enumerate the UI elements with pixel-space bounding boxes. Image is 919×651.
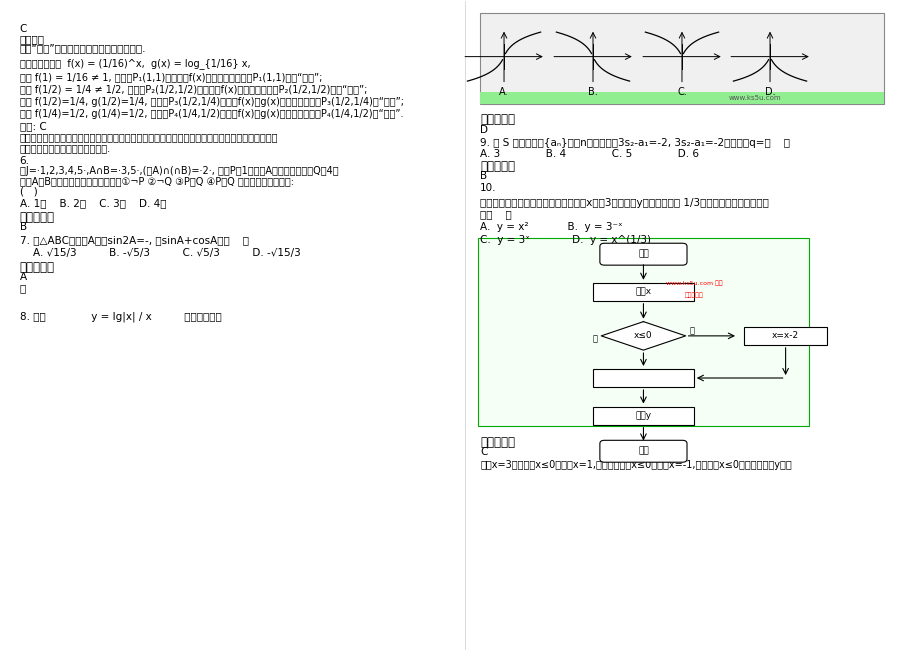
Text: 是: 是 bbox=[592, 335, 597, 344]
Text: D: D bbox=[480, 124, 488, 135]
Text: 《分析》: 《分析》 bbox=[19, 34, 45, 44]
Text: 略: 略 bbox=[19, 283, 26, 294]
Text: A. 1个    B. 2个    C. 3个    D. 4个: A. 1个 B. 2个 C. 3个 D. 4个 bbox=[19, 198, 166, 208]
Text: 输入x: 输入x bbox=[635, 287, 651, 296]
Text: 《详解》由题得  f(x) = (1/16)^x,  g(x) = log_{1/16} x,: 《详解》由题得 f(x) = (1/16)^x, g(x) = log_{1/1… bbox=[19, 59, 250, 70]
Text: 是（    ）: 是（ ） bbox=[480, 209, 511, 219]
Text: (   ): ( ) bbox=[19, 187, 38, 197]
Text: 故选: C: 故选: C bbox=[19, 121, 47, 132]
Text: 否: 否 bbox=[689, 326, 694, 335]
Bar bbox=[478, 238, 808, 426]
Text: 《点睛》本题主要考查指数和对数的运算，考查指数和对数函数的图像和性质，意在考查学生对这些: 《点睛》本题主要考查指数和对数的运算，考查指数和对数函数的图像和性质，意在考查学… bbox=[19, 132, 278, 143]
Text: 知识的理解掌握水平，属于基础题.: 知识的理解掌握水平，属于基础题. bbox=[19, 143, 110, 154]
Text: 由于 f(1/4)=1/2, g(1/4)=1/2, 所以点P₄(1/4,1/2)在函数f(x)和g(x)的图像上，所以P₄(1/4,1/2)是“亮点”.: 由于 f(1/4)=1/2, g(1/4)=1/2, 所以点P₄(1/4,1/2… bbox=[19, 109, 403, 119]
Text: 参考答案：: 参考答案： bbox=[19, 260, 54, 273]
Text: 7. 若△ABC的内角A满足sin2A=-, 则sinA+cosA为（    ）: 7. 若△ABC的内角A满足sin2A=-, 则sinA+cosA为（ ） bbox=[19, 235, 248, 245]
Bar bbox=[743, 327, 826, 345]
Text: 集合A或B中的元素。则在下列命题：①¬P ②¬Q ③P且Q ④P或Q 中，真命题的个数是:: 集合A或B中的元素。则在下列命题：①¬P ②¬Q ③P且Q ④P或Q 中，真命题… bbox=[19, 176, 293, 186]
Text: B: B bbox=[480, 171, 487, 181]
Text: www.ks5u.com 高考: www.ks5u.com 高考 bbox=[664, 280, 721, 286]
Text: B.: B. bbox=[587, 87, 597, 98]
Text: 由于 f(1/2)=1/4, g(1/2)=1/4, 所以点P₃(1/2,1/4)在函数f(x)和g(x)的图像上，所以P₃(1/2,1/4)是“亮点”;: 由于 f(1/2)=1/4, g(1/2)=1/4, 所以点P₃(1/2,1/4… bbox=[19, 97, 403, 107]
Text: 结束: 结束 bbox=[638, 447, 648, 456]
Text: 由于 f(1/2) = 1/4 ≠ 1/2, 所以点P₂(1/2,1/2)不在函数f(x)的图像上，所以P₂(1/2,1/2)不是“亮点”;: 由于 f(1/2) = 1/4 ≠ 1/2, 所以点P₂(1/2,1/2)不在函… bbox=[19, 85, 367, 94]
Text: 参考答案：: 参考答案： bbox=[480, 436, 515, 449]
Text: 输出y: 输出y bbox=[635, 411, 651, 420]
Text: 输入x=3，不满足x≤0，所以x=1,此时也不满足x≤0，所以x=-1,此时满足x≤0，所以应输出y的値: 输入x=3，不满足x≤0，所以x=1,此时也不满足x≤0，所以x=-1,此时满足… bbox=[480, 460, 791, 470]
Bar bbox=[480, 92, 883, 104]
Polygon shape bbox=[601, 322, 685, 350]
Text: 8. 函数              y = lg|x| / x          的图象大致是: 8. 函数 y = lg|x| / x 的图象大致是 bbox=[19, 311, 221, 322]
FancyBboxPatch shape bbox=[599, 440, 686, 462]
Text: A.  y = x²            B.  y = 3⁻ˣ: A. y = x² B. y = 3⁻ˣ bbox=[480, 222, 622, 232]
Text: 参考答案：: 参考答案： bbox=[19, 211, 54, 224]
Text: A. √15/3          B. -√5/3          C. √5/3          D. -√15/3: A. √15/3 B. -√5/3 C. √5/3 D. -√15/3 bbox=[19, 248, 301, 258]
Text: 10.: 10. bbox=[480, 183, 496, 193]
Text: 资源网首发: 资源网首发 bbox=[684, 292, 702, 298]
Text: 参考答案：: 参考答案： bbox=[480, 160, 515, 173]
Text: B: B bbox=[19, 222, 27, 232]
Bar bbox=[593, 283, 693, 301]
Text: D.: D. bbox=[764, 87, 775, 98]
Bar bbox=[593, 406, 693, 424]
Text: x≤0: x≤0 bbox=[633, 331, 652, 340]
Text: 利用“亮点”的定义对每一个点逐一分析判断.: 利用“亮点”的定义对每一个点逐一分析判断. bbox=[19, 44, 146, 53]
Bar bbox=[593, 369, 693, 387]
Text: www.ks5u.com: www.ks5u.com bbox=[728, 95, 780, 101]
Text: 由于 f(1) = 1/16 ≠ 1, 所以点P₁(1,1)不在函数f(x)的图像上，所以点P₁(1,1)不是“亮点”;: 由于 f(1) = 1/16 ≠ 1, 所以点P₁(1,1)不在函数f(x)的图… bbox=[19, 72, 322, 82]
Text: 9. 设 S 为等比数列{aₙ}的前n项和，已知3s₂-a₁=-2, 3s₂-a₁=-2，则公比q=（    ）: 9. 设 S 为等比数列{aₙ}的前n项和，已知3s₂-a₁=-2, 3s₂-a… bbox=[480, 137, 789, 148]
Text: 参考答案：: 参考答案： bbox=[480, 113, 515, 126]
Text: A: A bbox=[19, 271, 27, 282]
Text: 6.: 6. bbox=[19, 156, 29, 165]
Bar bbox=[480, 13, 883, 104]
FancyBboxPatch shape bbox=[599, 243, 686, 265]
Text: 如图是一个算法的程序框图，当输入的x値为3时，输出y的结果恰好是 1/3，则空白处的关系式可以: 如图是一个算法的程序框图，当输入的x値为3时，输出y的结果恰好是 1/3，则空白… bbox=[480, 198, 768, 208]
Text: C.: C. bbox=[676, 87, 686, 98]
Text: C: C bbox=[19, 24, 27, 34]
Text: A. 3              B. 4              C. 5              D. 6: A. 3 B. 4 C. 5 D. 6 bbox=[480, 148, 698, 159]
Text: C.  y = 3ˣ             D.  y = x^(1/3): C. y = 3ˣ D. y = x^(1/3) bbox=[480, 235, 651, 245]
Text: x=x-2: x=x-2 bbox=[771, 331, 799, 340]
Text: 开始: 开始 bbox=[638, 250, 648, 258]
Text: C: C bbox=[480, 447, 487, 458]
Text: 若J=·1,2,3,4,5·,A∩B=·3,5·,(补A)∩(∩B)=·2·, 命题P：1是集合A中的元素，命题Q：4是: 若J=·1,2,3,4,5·,A∩B=·3,5·,(补A)∩(∩B)=·2·, … bbox=[19, 166, 338, 176]
Text: A.: A. bbox=[499, 87, 508, 98]
